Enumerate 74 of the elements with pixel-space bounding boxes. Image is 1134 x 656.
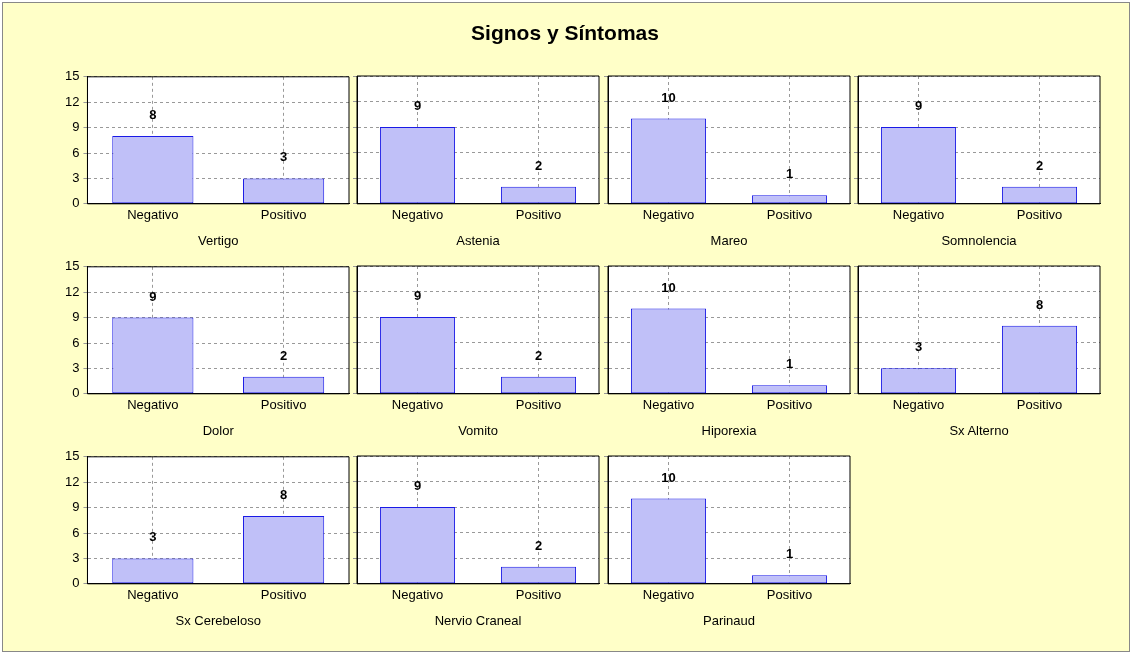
x-tick-label: Positivo xyxy=(260,587,307,603)
data-label: 2 xyxy=(534,157,543,173)
y-tick-label: 3 xyxy=(72,169,80,185)
text: Signos y Síntomas xyxy=(470,21,660,45)
data-label: 9 xyxy=(413,478,422,494)
y-tick-label: 15 xyxy=(64,258,80,274)
data-label: 10 xyxy=(660,89,676,105)
x-axis-title: Parinaud xyxy=(702,612,755,628)
y-tick-label: 6 xyxy=(72,334,80,350)
data-label: 2 xyxy=(534,347,543,363)
x-tick-label: Negativo xyxy=(892,207,945,223)
x-tick-label: Positivo xyxy=(515,207,562,223)
data-label: 9 xyxy=(914,98,923,114)
data-label: 3 xyxy=(914,339,923,355)
data-label: 9 xyxy=(413,288,422,304)
x-tick-label: Negativo xyxy=(892,397,945,413)
data-label: 2 xyxy=(280,347,288,363)
x-tick-label: Negativo xyxy=(127,397,179,413)
data-label: 8 xyxy=(1035,296,1044,312)
y-tick-label: 15 xyxy=(64,448,80,464)
y-tick-label: 6 xyxy=(72,524,80,540)
y-tick-label: 9 xyxy=(72,499,80,515)
data-label: 8 xyxy=(280,487,288,503)
data-label: 1 xyxy=(785,166,793,182)
y-tick-label: 12 xyxy=(64,283,80,299)
x-tick-label: Positivo xyxy=(515,397,562,413)
data-label: 8 xyxy=(149,107,157,123)
x-axis-title: Dolor xyxy=(202,422,235,438)
data-label: 10 xyxy=(660,469,676,485)
y-tick-label: 6 xyxy=(72,144,80,160)
x-axis-title: Astenia xyxy=(456,232,501,248)
y-tick-label: 0 xyxy=(72,385,80,401)
x-axis-title: Vertigo xyxy=(197,232,239,248)
x-axis-title: Somnolencia xyxy=(941,232,1018,248)
x-tick-label: Positivo xyxy=(515,587,562,603)
data-label: 9 xyxy=(413,98,422,114)
y-tick-label: 3 xyxy=(72,359,80,375)
y-tick-label: 9 xyxy=(72,309,80,325)
data-label: 3 xyxy=(149,529,157,545)
x-axis-title: Nervio Craneal xyxy=(434,612,522,628)
x-axis-title: Sx Alterno xyxy=(949,422,1009,438)
x-tick-label: Positivo xyxy=(766,397,812,413)
x-tick-label: Negativo xyxy=(391,587,444,603)
x-axis-title: Sx Cerebeloso xyxy=(175,612,261,628)
y-tick-label: 15 xyxy=(64,68,80,84)
x-axis-title: Mareo xyxy=(710,232,747,248)
x-tick-label: Negativo xyxy=(127,207,179,223)
y-tick-label: 0 xyxy=(72,575,80,591)
x-tick-label: Negativo xyxy=(391,207,444,223)
x-tick-label: Positivo xyxy=(1016,207,1063,223)
y-tick-label: 0 xyxy=(72,195,80,211)
data-label: 3 xyxy=(280,149,288,165)
y-tick-label: 3 xyxy=(72,549,80,565)
data-label: 10 xyxy=(660,279,676,295)
x-tick-label: Negativo xyxy=(642,397,694,413)
data-label: 1 xyxy=(785,356,793,372)
y-tick-label: 12 xyxy=(64,473,80,489)
x-tick-label: Positivo xyxy=(260,207,307,223)
x-tick-label: Negativo xyxy=(642,207,694,223)
data-label: 1 xyxy=(785,546,793,562)
y-tick-label: 9 xyxy=(72,119,80,135)
data-label: 2 xyxy=(1035,157,1044,173)
x-tick-label: Positivo xyxy=(766,587,812,603)
x-axis-title: Vomito xyxy=(458,422,498,438)
x-tick-label: Positivo xyxy=(1016,397,1063,413)
x-tick-label: Negativo xyxy=(391,397,444,413)
y-tick-label: 12 xyxy=(64,93,80,109)
x-axis-title: Hiporexia xyxy=(701,422,757,438)
x-tick-label: Negativo xyxy=(642,587,694,603)
x-tick-label: Positivo xyxy=(260,397,307,413)
data-label: 2 xyxy=(534,537,543,553)
data-label: 9 xyxy=(149,288,157,304)
x-tick-label: Negativo xyxy=(127,587,179,603)
x-tick-label: Positivo xyxy=(766,207,812,223)
